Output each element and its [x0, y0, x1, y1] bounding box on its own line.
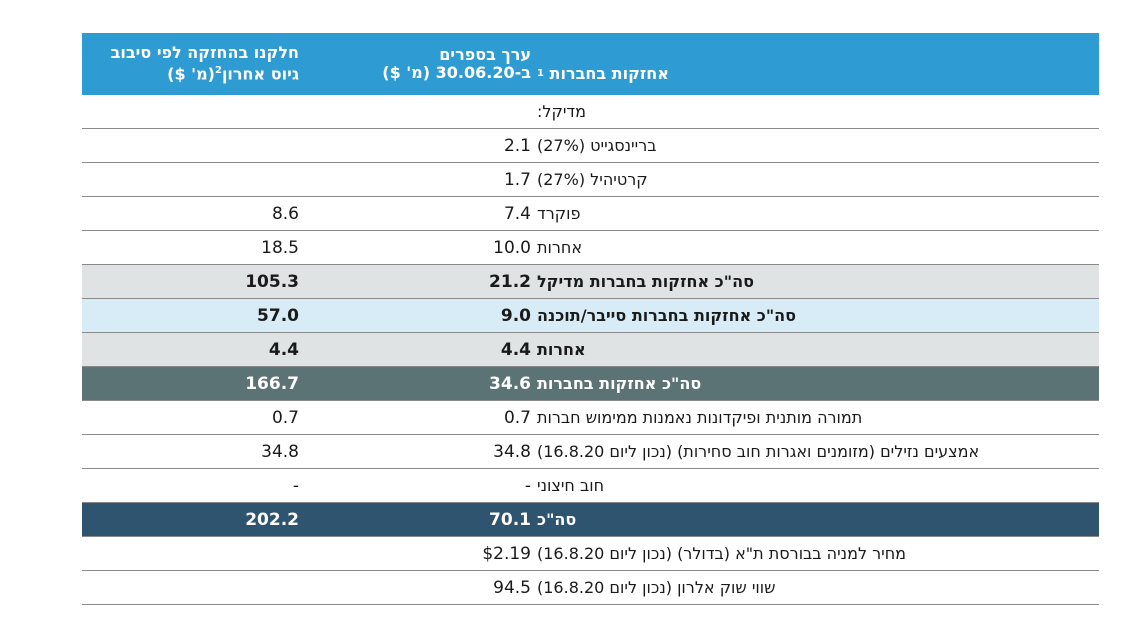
table-row: 18.5 10.0 אחרות	[82, 231, 1099, 265]
table-row: - - חוב חיצוני	[82, 469, 1099, 503]
cell-label: קרטיהיל (27%)	[537, 170, 648, 189]
cell-share	[82, 95, 305, 128]
header-holdings-footnote: 1	[537, 68, 544, 79]
cell-label: חוב חיצוני	[537, 476, 605, 495]
table-row: 2.1 בריינסגייט (27%)	[82, 129, 1099, 163]
cell-share: -	[292, 475, 299, 496]
header-share-line2: גיוס אחרון2(מ' $)	[167, 62, 299, 83]
cell-label: אחרות	[537, 340, 586, 359]
cell-book: 94.5	[493, 577, 531, 598]
cell-label: תמורה מותנית ופיקדונות נאמנות ממימוש חבר…	[537, 408, 863, 427]
header-book-line2: ב-30.06.20 (מ' $)	[382, 63, 531, 82]
header-book-line1: ערך בספרים	[439, 45, 531, 64]
cell-label: סה"כ אחזקות בחברות	[537, 374, 702, 393]
cell-label: מחיר למניה בבורסת ת"א (בדולר) (נכון ליום…	[537, 544, 907, 563]
cell-book: 2.1	[503, 135, 531, 156]
cell-book: 7.4	[503, 203, 531, 224]
cell-label: סה"כ	[537, 510, 577, 529]
table-header: חלקנו בהחזקה לפי סיבוב גיוס אחרון2(מ' $)…	[82, 33, 1099, 95]
subtotal-row-medical: 105.3 21.2 סה"כ אחזקות בחברות מדיקל	[82, 265, 1099, 299]
cell-book: $2.19	[482, 543, 531, 564]
cell-share: 166.7	[245, 373, 299, 394]
cell-share	[82, 163, 305, 196]
cell-book: -	[524, 475, 531, 496]
cell-label: סה"כ אחזקות בחברות מדיקל	[537, 272, 754, 291]
grand-total-row: 202.2 70.1 סה"כ	[82, 503, 1099, 537]
cell-share: 57.0	[257, 305, 299, 326]
header-share-by-last-round: חלקנו בהחזקה לפי סיבוב גיוס אחרון2(מ' $)	[82, 33, 305, 95]
cell-label: אחרות	[537, 238, 583, 257]
cell-share: 0.7	[271, 407, 299, 428]
cell-share: 105.3	[245, 271, 299, 292]
cell-book: 9.0	[500, 305, 531, 326]
header-share-line1: חלקנו בהחזקה לפי סיבוב	[110, 43, 299, 63]
header-share-line2-text: גיוס אחרון	[221, 64, 299, 84]
cell-book: 34.6	[489, 373, 531, 394]
cell-share	[82, 537, 305, 570]
cell-book: 34.8	[493, 441, 531, 462]
cell-share	[82, 129, 305, 162]
cell-label: סה"כ אחזקות בחברות סייבר/תוכנה	[537, 306, 797, 325]
table-row: 8.6 7.4 פוקרד	[82, 197, 1099, 231]
cell-book: 21.2	[489, 271, 531, 292]
cell-book: 70.1	[489, 509, 531, 530]
cell-share: 202.2	[245, 509, 299, 530]
header-share-unit: (מ' $)	[167, 64, 215, 84]
table-row: 1.7 קרטיהיל (27%)	[82, 163, 1099, 197]
cell-share: 34.8	[261, 441, 299, 462]
cell-book: 4.4	[500, 339, 531, 360]
header-holdings-text: אחזקות בחברות	[549, 64, 669, 83]
cell-book: 1.7	[503, 169, 531, 190]
table-row: 94.5 שווי שוק אלרון (נכון ליום 16.8.20)	[82, 571, 1099, 605]
table-row: מדיקל:	[82, 95, 1099, 129]
cell-label: אמצעים נזילים (מזומנים ואגרות חוב סחירות…	[537, 442, 980, 461]
total-holdings-row: 166.7 34.6 סה"כ אחזקות בחברות	[82, 367, 1099, 401]
cell-book: 10.0	[493, 237, 531, 258]
cell-label: מדיקל:	[537, 102, 587, 121]
subtotal-row-others: 4.4 4.4 אחרות	[82, 333, 1099, 367]
cell-book: 0.7	[503, 407, 531, 428]
table-row: $2.19 מחיר למניה בבורסת ת"א (בדולר) (נכו…	[82, 537, 1099, 571]
cell-label: פוקרד	[537, 204, 581, 223]
holdings-table: חלקנו בהחזקה לפי סיבוב גיוס אחרון2(מ' $)…	[82, 33, 1099, 605]
cell-share: 4.4	[268, 339, 299, 360]
cell-label: בריינסגייט (27%)	[537, 136, 657, 155]
cell-book	[305, 95, 537, 128]
subtotal-row-cyber: 57.0 9.0 סה"כ אחזקות בחברות סייבר/תוכנה	[82, 299, 1099, 333]
table-row: 34.8 34.8 אמצעים נזילים (מזומנים ואגרות …	[82, 435, 1099, 469]
header-holdings: אחזקות בחברות 1	[537, 33, 1099, 95]
cell-share: 8.6	[271, 203, 299, 224]
header-book-value: ערך בספרים ב-30.06.20 (מ' $)	[305, 33, 537, 95]
header-share-footnote: 2	[214, 65, 222, 77]
cell-share	[82, 571, 305, 604]
cell-label: שווי שוק אלרון (נכון ליום 16.8.20)	[537, 578, 776, 597]
cell-share: 18.5	[261, 237, 299, 258]
table-row: 0.7 0.7 תמורה מותנית ופיקדונות נאמנות ממ…	[82, 401, 1099, 435]
